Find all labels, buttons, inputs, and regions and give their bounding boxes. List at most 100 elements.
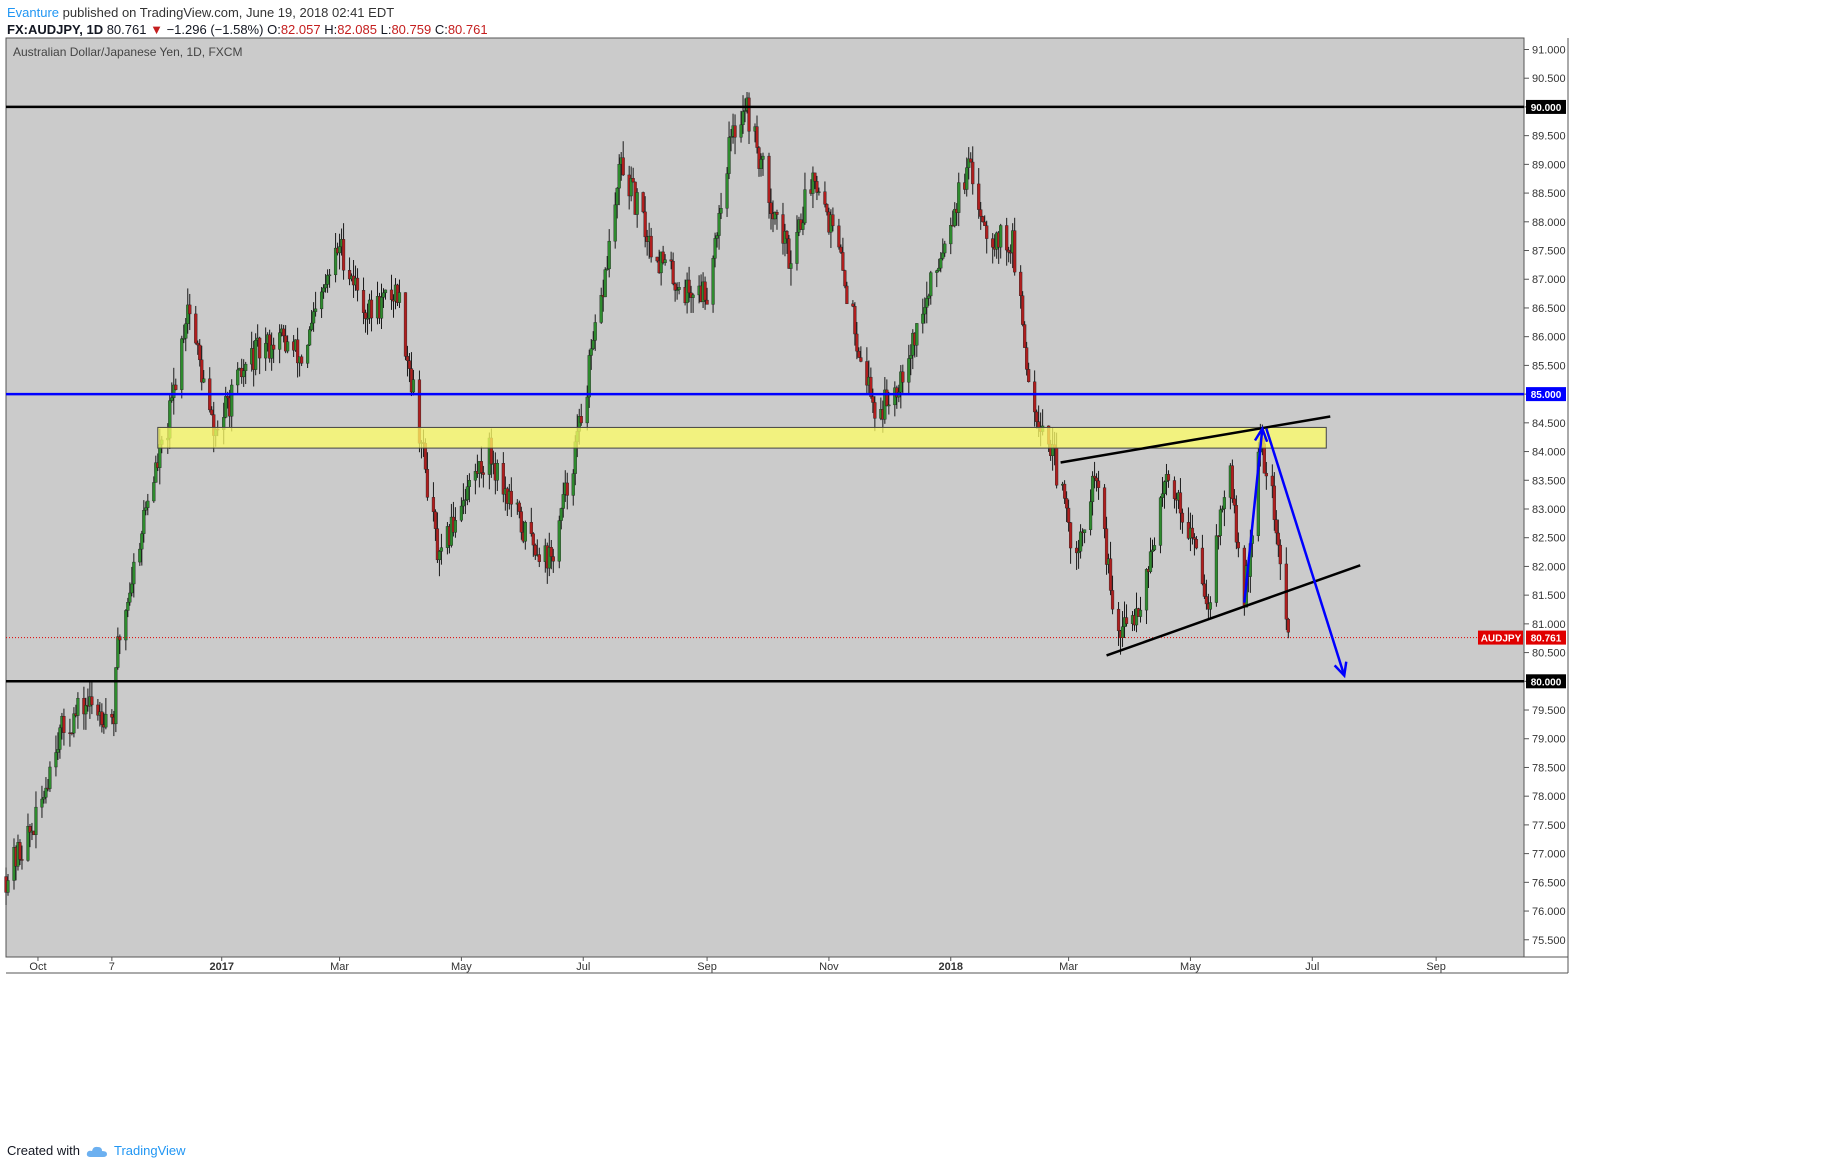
candle-body-down [1204, 596, 1209, 605]
candle [831, 207, 835, 232]
candle-body-down [787, 238, 791, 269]
candle-body-up [1220, 508, 1224, 511]
candle [885, 379, 889, 407]
candle [743, 98, 747, 123]
candle-body-up [34, 806, 38, 835]
candle-body-down [1270, 475, 1274, 487]
chart-header: Evanture published on TradingView.com, J… [7, 4, 488, 38]
y-tick-label: 85.500 [1532, 360, 1566, 372]
y-tick-label: 89.500 [1532, 131, 1566, 143]
candle [244, 361, 248, 385]
candle-body-down [18, 842, 22, 860]
candle [363, 309, 368, 333]
candle [433, 509, 438, 541]
candle [1158, 496, 1163, 554]
candle-body-up [144, 507, 148, 511]
channel-trend-line [1106, 564, 1361, 657]
candle [677, 281, 681, 295]
y-tick-label: 77.000 [1532, 849, 1566, 861]
candle-body-down [226, 396, 230, 399]
last-price-label: 80.761 [1531, 634, 1562, 645]
author-link[interactable]: Evanture [7, 5, 60, 20]
y-tick-label: 91.000 [1532, 44, 1566, 56]
candle-body-up [116, 636, 120, 668]
candle-body-up [943, 243, 947, 254]
candle-body-down [843, 270, 847, 287]
candle [929, 270, 933, 305]
candle [1162, 480, 1167, 509]
candle-body-down [501, 463, 505, 495]
candle [705, 287, 709, 305]
candle [649, 227, 653, 263]
candle [62, 708, 66, 746]
last-price-tag [1526, 630, 1566, 645]
candle [138, 542, 142, 566]
y-tick-label: 79.000 [1532, 734, 1566, 746]
close-label: C: [434, 22, 448, 37]
candle-body-up [1208, 602, 1213, 610]
candle [641, 191, 645, 214]
candle [170, 382, 174, 403]
candle [591, 331, 595, 351]
candle-body-down [200, 359, 204, 383]
candle [999, 223, 1003, 259]
candle [981, 215, 985, 223]
candle-body-up [711, 258, 715, 305]
candle-body-up [561, 494, 565, 509]
candle-body-up [1152, 545, 1157, 551]
candle-body-down [621, 157, 625, 176]
open-value: 82.057 [280, 22, 321, 37]
candle [333, 233, 338, 283]
candle-body-down [983, 221, 987, 226]
tradingview-link[interactable]: TradingView [113, 1143, 186, 1158]
candle-body-down [767, 155, 771, 203]
symbol-label: FX:AUDJPY, 1D [7, 22, 104, 37]
candle-body-up [1218, 509, 1222, 536]
candle-body-up [803, 189, 807, 224]
candle-body-up [26, 826, 30, 861]
candle-body-down [174, 384, 178, 390]
candle [593, 314, 597, 351]
candle-body-down [1013, 230, 1017, 273]
x-tick-label: Jul [1305, 961, 1319, 973]
candle [813, 172, 817, 190]
candle-body-up [84, 705, 88, 715]
candle-body-down [1110, 590, 1115, 610]
candle [132, 553, 136, 598]
candle-body-down [1094, 477, 1099, 482]
x-tick-label: May [451, 961, 472, 973]
y-tick-label: 90.500 [1532, 73, 1566, 85]
candle-body-down [272, 344, 276, 350]
candle [1166, 470, 1171, 488]
candle [811, 166, 815, 209]
candle [146, 493, 150, 516]
candle [957, 172, 961, 227]
candle-body-down [851, 303, 855, 307]
candle-body-up [264, 343, 268, 359]
candle [1019, 265, 1023, 309]
candle [977, 168, 981, 219]
candle-body-down [979, 209, 983, 217]
candle-body-down [871, 396, 875, 403]
candle-body-up [559, 508, 563, 521]
candle [126, 597, 130, 618]
candle [1033, 370, 1037, 427]
x-tick-label: 2017 [209, 961, 233, 973]
y-tick-label: 86.000 [1532, 332, 1566, 344]
candle-body-up [495, 463, 499, 481]
candle-body-down [1108, 558, 1113, 591]
candle [599, 287, 603, 324]
candle [128, 582, 132, 606]
candle [323, 274, 328, 293]
candle-body-down [687, 279, 691, 294]
candle [703, 276, 707, 310]
y-tick-label: 89.000 [1532, 159, 1566, 171]
candle-body-up [937, 267, 941, 271]
candle-body-down [1236, 541, 1240, 549]
candle [18, 839, 22, 866]
candle [309, 309, 314, 332]
candle-body-down [775, 212, 779, 215]
candle [739, 110, 743, 143]
candle-body-up [967, 158, 971, 168]
